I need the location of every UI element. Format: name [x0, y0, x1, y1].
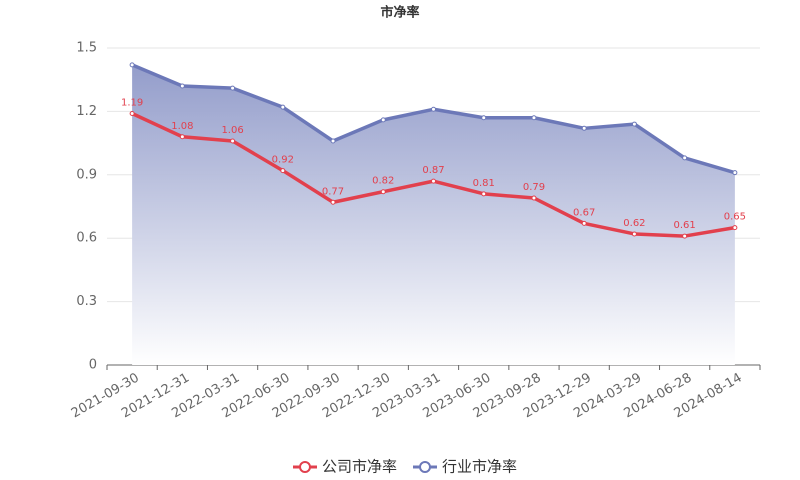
value-label: 0.82 — [372, 176, 394, 187]
point — [280, 104, 286, 110]
value-label: 0.65 — [724, 212, 746, 223]
value-label: 1.06 — [221, 125, 243, 136]
point — [631, 231, 637, 237]
y-tick-label: 0.3 — [76, 294, 97, 309]
point — [179, 134, 185, 140]
point — [481, 191, 487, 197]
point — [682, 233, 688, 239]
point — [682, 155, 688, 161]
point — [631, 121, 637, 127]
value-label: 1.19 — [121, 98, 143, 109]
value-label: 0.92 — [272, 155, 294, 166]
value-label: 0.67 — [573, 207, 595, 218]
point — [531, 195, 537, 201]
y-tick-label: 0.6 — [76, 231, 97, 246]
y-tick-label: 1.5 — [76, 41, 97, 56]
value-label: 0.77 — [322, 186, 344, 197]
legend-label: 公司市净率 — [322, 458, 397, 476]
value-label: 0.62 — [623, 218, 645, 229]
point — [380, 189, 386, 195]
point — [129, 62, 135, 68]
legend-marker — [419, 461, 431, 473]
point — [431, 178, 436, 184]
chart-title: 市净率 — [380, 5, 419, 21]
point — [481, 115, 487, 121]
legend-marker — [299, 461, 311, 473]
point — [280, 168, 286, 174]
point — [330, 138, 336, 144]
y-tick-label: 0.9 — [76, 167, 97, 182]
area — [132, 64, 735, 365]
value-label: 1.08 — [171, 121, 193, 132]
point — [129, 111, 135, 117]
y-tick-label: 1.2 — [76, 104, 97, 119]
point — [531, 115, 537, 121]
point — [380, 117, 386, 123]
y-tick-label: 0 — [89, 358, 97, 373]
point — [732, 225, 738, 231]
point — [230, 85, 236, 91]
point — [431, 106, 436, 112]
point — [581, 125, 587, 131]
point — [581, 220, 587, 226]
point — [330, 199, 336, 205]
value-label: 0.87 — [422, 165, 444, 176]
value-label: 0.61 — [674, 220, 696, 231]
point — [230, 138, 236, 144]
value-label: 0.79 — [523, 182, 545, 193]
value-label: 0.81 — [473, 178, 495, 189]
legend-label: 行业市净率 — [442, 458, 517, 476]
point — [179, 83, 185, 89]
point — [732, 170, 738, 176]
